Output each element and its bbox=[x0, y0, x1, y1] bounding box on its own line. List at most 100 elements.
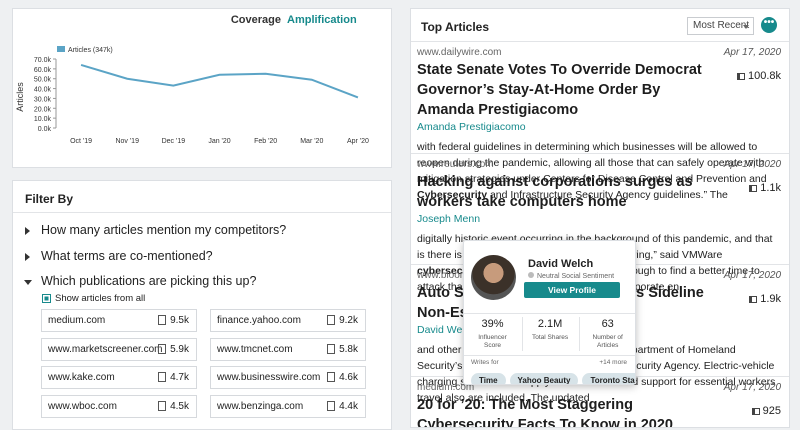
divider bbox=[13, 212, 391, 213]
publication[interactable]: www.businesswire.com 4.6k bbox=[210, 366, 366, 389]
outlet-tag[interactable]: Toronto Star Online bbox=[582, 373, 635, 384]
article-author[interactable]: Amanda Prestigiacomo bbox=[417, 121, 526, 133]
profile-sentiment: Neutral Social Sentiment bbox=[528, 272, 614, 280]
filter-card: Filter By How many articles mention my c… bbox=[12, 180, 392, 430]
publication-name: medium.com bbox=[48, 315, 106, 326]
stat-label: Influencer Score bbox=[478, 334, 507, 349]
tab[interactable]: Amplification bbox=[287, 14, 357, 26]
sort-select[interactable]: Most Recent bbox=[687, 17, 754, 35]
publication[interactable]: www.kake.com 4.7k bbox=[41, 366, 197, 389]
tab[interactable]: Coverage bbox=[231, 14, 281, 26]
y-tick-label: 20.0k bbox=[34, 106, 52, 113]
article-source: www.reuters.com bbox=[417, 159, 494, 170]
y-axis-label: Articles bbox=[15, 82, 25, 112]
stat-value: 63 bbox=[601, 318, 614, 330]
amplification-value: 925 bbox=[762, 405, 781, 417]
view-profile-button[interactable]: View Profile bbox=[524, 282, 620, 298]
megaphone-icon bbox=[749, 296, 758, 303]
amplification: 925 bbox=[751, 405, 781, 417]
publication-count: 4.4k bbox=[339, 400, 358, 412]
legend-swatch bbox=[57, 46, 65, 52]
writes-for: Writes for bbox=[471, 359, 499, 366]
stat-divider bbox=[579, 317, 581, 351]
outlet-tag[interactable]: Yahoo Beauty bbox=[509, 373, 579, 384]
stat-divider bbox=[521, 317, 523, 351]
article-title[interactable]: Hacking against corporations surges as w… bbox=[417, 174, 693, 210]
article-date: Apr 17, 2020 bbox=[723, 47, 781, 58]
doc-icon bbox=[327, 315, 335, 325]
publication[interactable]: www.tmcnet.com 5.8k bbox=[210, 337, 366, 361]
x-tick-label: Dec '19 bbox=[162, 138, 186, 145]
doc-icon bbox=[327, 400, 335, 411]
publication-name: www.kake.com bbox=[48, 372, 115, 383]
divider bbox=[464, 355, 635, 356]
stat-value: 2.1M bbox=[537, 318, 563, 330]
x-tick-label: Feb '20 bbox=[254, 138, 277, 145]
doc-icon bbox=[158, 400, 166, 411]
doc-icon bbox=[327, 372, 335, 382]
publication-count: 4.5k bbox=[170, 400, 189, 412]
caret bbox=[743, 25, 749, 29]
article-source: medium.com bbox=[417, 382, 475, 393]
publication[interactable]: finance.yahoo.com 9.2k bbox=[210, 309, 366, 332]
checkbox[interactable] bbox=[42, 294, 51, 303]
article[interactable]: www.dailywire.com Apr 17, 2020 State Senat… bbox=[411, 41, 789, 203]
filter-question[interactable]: What terms are co-mentioned? bbox=[25, 248, 213, 263]
sentiment-dot bbox=[528, 272, 534, 278]
publication-count: 5.9k bbox=[170, 343, 189, 355]
publication[interactable]: www.wboc.com 4.5k bbox=[41, 394, 197, 418]
y-tick-label: 0.0k bbox=[38, 126, 52, 133]
more-outlets[interactable]: +14 more bbox=[599, 359, 627, 366]
line bbox=[80, 63, 359, 99]
sort-label: Most Recent bbox=[693, 20, 750, 31]
publication-name: www.benzinga.com bbox=[217, 400, 304, 412]
stat-label: Number of Articles bbox=[592, 334, 623, 349]
megaphone-icon bbox=[749, 185, 758, 192]
publication-count: 5.8k bbox=[339, 343, 358, 355]
articles-title: Top Articles bbox=[421, 20, 490, 34]
page: Coverage Amplification Articles 0.0k 10.0… bbox=[12, 8, 790, 430]
profile-name: David Welch bbox=[528, 258, 594, 270]
more-button[interactable]: ••• bbox=[761, 17, 777, 33]
y-tick-label: 70.0k bbox=[34, 57, 52, 64]
publication-name: www.wboc.com bbox=[48, 400, 117, 412]
doc-icon bbox=[158, 343, 166, 354]
y-tick-label: 30.0k bbox=[34, 96, 52, 103]
doc-icon bbox=[327, 343, 335, 354]
filter-title: Filter By bbox=[25, 192, 74, 206]
amplification: 1.1k bbox=[749, 182, 781, 194]
x-tick-label: Jan '20 bbox=[208, 138, 230, 145]
article-date: Apr 17, 2020 bbox=[723, 159, 781, 170]
filter-question[interactable]: How many articles mention my competitors… bbox=[24, 223, 287, 237]
article-author[interactable]: David Welch bbox=[417, 324, 476, 336]
stat-value: 39% bbox=[481, 318, 504, 330]
article-title[interactable]: 20 for ’20: The Most Staggering Cybersec… bbox=[417, 397, 673, 428]
article-title[interactable]: State Senate Votes To Override Democrat … bbox=[417, 62, 702, 118]
doc-icon bbox=[158, 315, 166, 325]
publication[interactable]: www.marketscreener.com 5.9k bbox=[41, 337, 197, 361]
article-author[interactable]: Joseph Menn bbox=[417, 213, 481, 225]
article-source: www.dailywire.com bbox=[417, 47, 502, 58]
publication-name: finance.yahoo.com bbox=[217, 315, 301, 326]
publication[interactable]: www.benzinga.com 4.4k bbox=[210, 394, 366, 418]
megaphone-icon bbox=[751, 408, 760, 415]
amplification-value: 100.8k bbox=[747, 70, 781, 82]
y-tick-label: 60.0k bbox=[34, 67, 52, 74]
publication-count: 4.7k bbox=[170, 372, 189, 383]
snippet-part: with federal guidelines in determining w… bbox=[417, 141, 767, 185]
publication-count: 9.2k bbox=[339, 315, 358, 326]
x-tick-label: Mar '20 bbox=[300, 138, 323, 145]
x-tick-label: Oct '19 bbox=[70, 138, 92, 145]
article-snippet: with federal guidelines in determining w… bbox=[417, 139, 777, 203]
coverage-card: Coverage Amplification Articles 0.0k 10.0… bbox=[12, 8, 392, 168]
filter-question[interactable]: Which publications are picking this up? bbox=[23, 274, 257, 288]
outlet-tag[interactable]: Time bbox=[471, 373, 506, 384]
y-tick-label: 50.0k bbox=[34, 77, 52, 84]
amplification-value: 1.9k bbox=[760, 293, 781, 305]
x-tick-label: Nov '19 bbox=[115, 138, 139, 145]
publication[interactable]: medium.com 9.5k bbox=[41, 309, 197, 332]
amplification-value: 1.1k bbox=[760, 182, 781, 194]
publication-count: 4.6k bbox=[339, 372, 358, 383]
publication-count: 9.5k bbox=[170, 315, 189, 326]
